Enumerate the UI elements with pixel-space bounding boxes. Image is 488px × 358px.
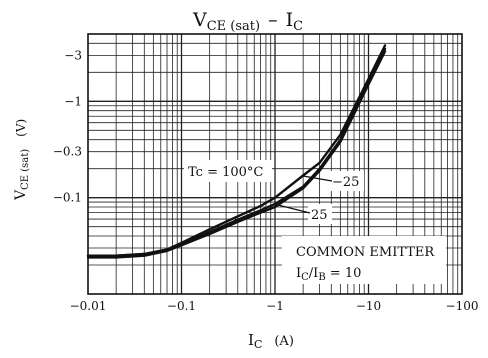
series-line-3 xyxy=(86,50,387,259)
x-tick-label: −0.1 xyxy=(167,299,196,313)
label-m25-leader xyxy=(302,175,333,182)
legend-ib: /I xyxy=(309,266,319,281)
title-v-sub: CE (sat) xyxy=(207,19,260,34)
legend-line-2: IC/IB = 10 xyxy=(296,266,361,283)
title-v: V xyxy=(192,9,207,31)
title-i-sub: C xyxy=(293,19,303,34)
x-tick-labels: −0.01 −0.1 −1 −10 −100 xyxy=(70,299,479,313)
legend-ratio: = 10 xyxy=(326,266,362,281)
legend-line-1: COMMON EMITTER xyxy=(296,245,435,260)
plot-frame xyxy=(87,33,463,295)
tc-label-bg xyxy=(184,160,272,182)
label-25: 25 xyxy=(311,208,328,223)
y-label-sub: CE (sat) xyxy=(20,149,31,190)
y-tick-label: −0.3 xyxy=(53,145,82,159)
title-i: I xyxy=(286,9,294,31)
legend-ic-sub: C xyxy=(301,272,309,283)
x-axis-label: IC (A) xyxy=(248,331,294,351)
x-label-sub: C xyxy=(254,338,262,351)
y-label-v: V xyxy=(13,189,29,201)
chart-title: VCE (sat) – IC xyxy=(192,9,303,34)
legend-box xyxy=(282,236,446,284)
x-label-i: I xyxy=(248,331,254,349)
y-tick-label: −3 xyxy=(64,48,82,62)
label-25-leader xyxy=(273,203,311,214)
label-25-bg xyxy=(308,204,332,224)
x-label-unit: (A) xyxy=(274,334,294,349)
legend-ic: I xyxy=(296,266,301,281)
label-m25: −25 xyxy=(332,175,359,190)
y-label-unit: (V) xyxy=(14,119,28,137)
y-tick-label: −0.1 xyxy=(53,191,82,205)
y-tick-labels: −3 −1 −0.3 −0.1 xyxy=(53,48,82,204)
series-line-2 xyxy=(86,44,387,257)
x-tick-label: −0.01 xyxy=(70,299,107,313)
legend-ib-sub: B xyxy=(318,272,325,283)
y-axis-label: VCE (sat) (V) xyxy=(13,119,31,201)
x-tick-label: −1 xyxy=(266,299,284,313)
tc-label: Tc = 100°C xyxy=(188,165,263,180)
y-tick-label: −1 xyxy=(64,94,82,108)
curves xyxy=(86,44,387,259)
label-m25-bg xyxy=(330,171,364,191)
title-dash: – xyxy=(268,9,278,31)
x-tick-label: −10 xyxy=(356,299,381,313)
x-tick-label: −100 xyxy=(446,299,479,313)
